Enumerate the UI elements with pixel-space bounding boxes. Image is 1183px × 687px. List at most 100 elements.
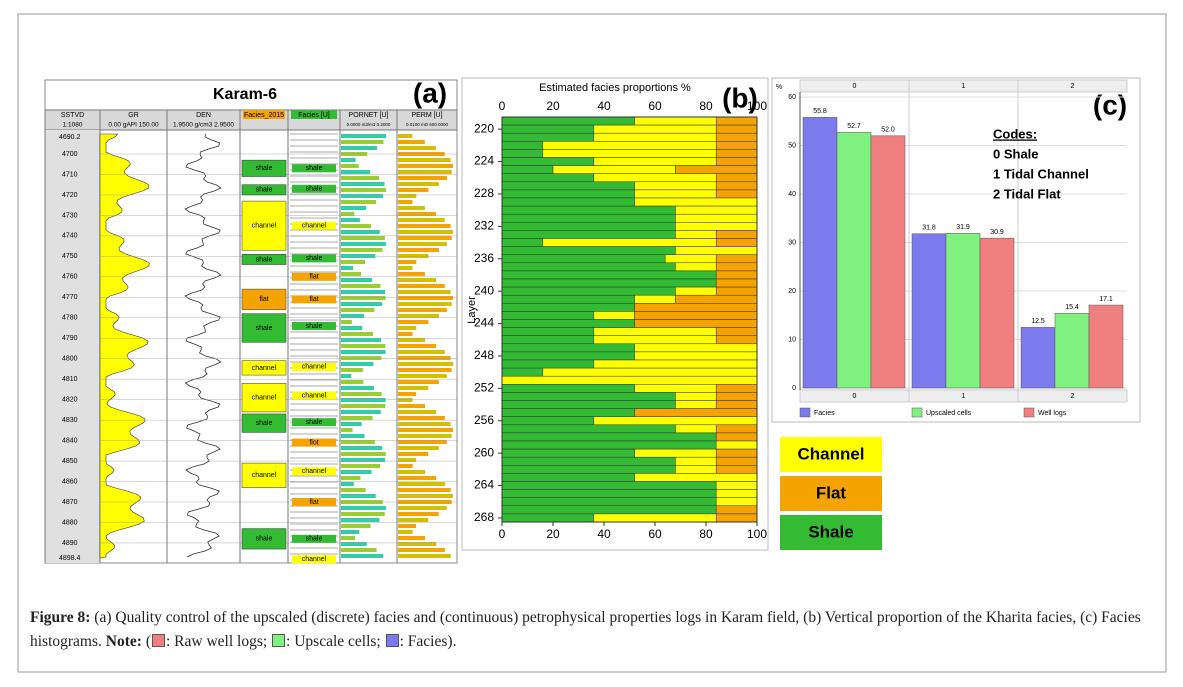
stacked-bar [715, 262, 758, 272]
perm-bar [398, 440, 447, 444]
perm-bar [398, 326, 417, 330]
y-unit: % [776, 84, 782, 91]
panel-b-title: Estimated facies proportions % [539, 82, 691, 94]
por-bar [341, 482, 354, 486]
bar [1054, 313, 1090, 389]
perm-bar [398, 140, 425, 144]
stacked-bar [501, 465, 676, 474]
perm-bar [398, 386, 429, 390]
stacked-bar [634, 319, 758, 328]
por-bar [341, 236, 385, 240]
upscaled-chip [292, 438, 336, 447]
stacked-bar [715, 448, 758, 458]
stacked-bar [501, 213, 676, 223]
por-bar [341, 398, 386, 402]
y-tick-label: 224 [474, 154, 494, 168]
upscaled-chip [292, 555, 336, 564]
perm-bar [398, 530, 413, 534]
stacked-bar [501, 230, 676, 239]
perm-bar [398, 416, 445, 420]
por-bar [341, 446, 383, 450]
panel-b-tag: (b) [722, 82, 758, 113]
perm-bar [398, 410, 437, 414]
legend-label: Facies [814, 410, 835, 417]
y-tick-label: 244 [474, 316, 494, 330]
y-tick-label: 220 [474, 121, 494, 135]
y-tick-label: 40 [788, 191, 796, 198]
stacked-bar [501, 481, 717, 490]
stacked-bar [501, 189, 635, 199]
x-tick-label: 60 [648, 527, 662, 541]
perm-bar [398, 380, 439, 384]
depth-label: 4740 [62, 233, 78, 240]
upscaled-chip [292, 272, 336, 281]
stacked-bar [715, 286, 758, 296]
facies-label: channel [252, 472, 277, 479]
perm-bar [398, 464, 413, 468]
stacked-bar [501, 116, 635, 126]
por-bar [341, 200, 377, 204]
stacked-bar [675, 392, 717, 401]
perm-bar [398, 218, 445, 222]
facies-label: shale [256, 187, 273, 194]
facies-interval [241, 313, 287, 343]
stacked-bar [501, 149, 544, 158]
facies-interval [241, 528, 287, 550]
depth-label: 4710 [62, 171, 78, 178]
upscaled-label: flat [309, 274, 318, 281]
por-bar [341, 476, 361, 480]
track-header: PERM [U] [411, 112, 442, 119]
perm-bar [398, 254, 429, 258]
por-bar [341, 218, 360, 222]
note-label: Note: [105, 633, 142, 650]
stacked-bar [715, 481, 758, 490]
por-bar [341, 182, 385, 186]
upscaled-label: channel [302, 392, 327, 399]
stacked-bar [675, 230, 717, 239]
por-bar [341, 134, 386, 138]
perm-bar [398, 458, 417, 462]
stacked-bar [501, 375, 758, 385]
depth-label: 4840 [62, 437, 78, 444]
value-label: 55.8 [813, 108, 827, 115]
value-label: 12.5 [1031, 318, 1045, 325]
legend-label: Upscaled cells [926, 410, 972, 417]
por-bar [341, 368, 363, 372]
por-bar [341, 248, 383, 252]
facies-label: channel [252, 222, 277, 229]
stacked-bar [542, 141, 717, 150]
note-item: : Raw well logs; [165, 633, 272, 650]
y-tick-label: 30 [788, 239, 796, 246]
stacked-bar [501, 238, 544, 247]
stacked-bar [715, 465, 758, 474]
depth-label: 4820 [62, 396, 78, 403]
por-bar [341, 416, 373, 420]
annotation: 2 Tidal Flat [993, 186, 1061, 201]
category-label: 1 [962, 83, 966, 90]
value-label: 30.9 [990, 229, 1004, 236]
perm-bar [398, 176, 447, 180]
perm-bar [398, 554, 451, 558]
upscaled-chip [292, 321, 336, 330]
upscaled-chip [292, 534, 336, 543]
por-bar [341, 158, 356, 162]
por-bar [341, 518, 380, 522]
swatch [272, 634, 286, 647]
stacked-bar [501, 343, 635, 353]
perm-bar [398, 374, 447, 378]
depth-limit: 4690.2 [59, 134, 81, 141]
bar [945, 233, 981, 389]
x-tick-label: 20 [546, 99, 560, 113]
legend-box [780, 515, 882, 550]
bar [870, 135, 906, 389]
perm-bar [398, 272, 425, 276]
stacked-bar [634, 311, 758, 320]
stacked-bar [715, 132, 758, 142]
value-label: 31.9 [956, 224, 970, 231]
por-bar [341, 458, 386, 462]
upscaled-chip [292, 391, 336, 400]
por-bar [341, 188, 386, 192]
por-bar [341, 374, 352, 378]
stacked-bar [501, 165, 554, 174]
por-bar [341, 488, 366, 492]
